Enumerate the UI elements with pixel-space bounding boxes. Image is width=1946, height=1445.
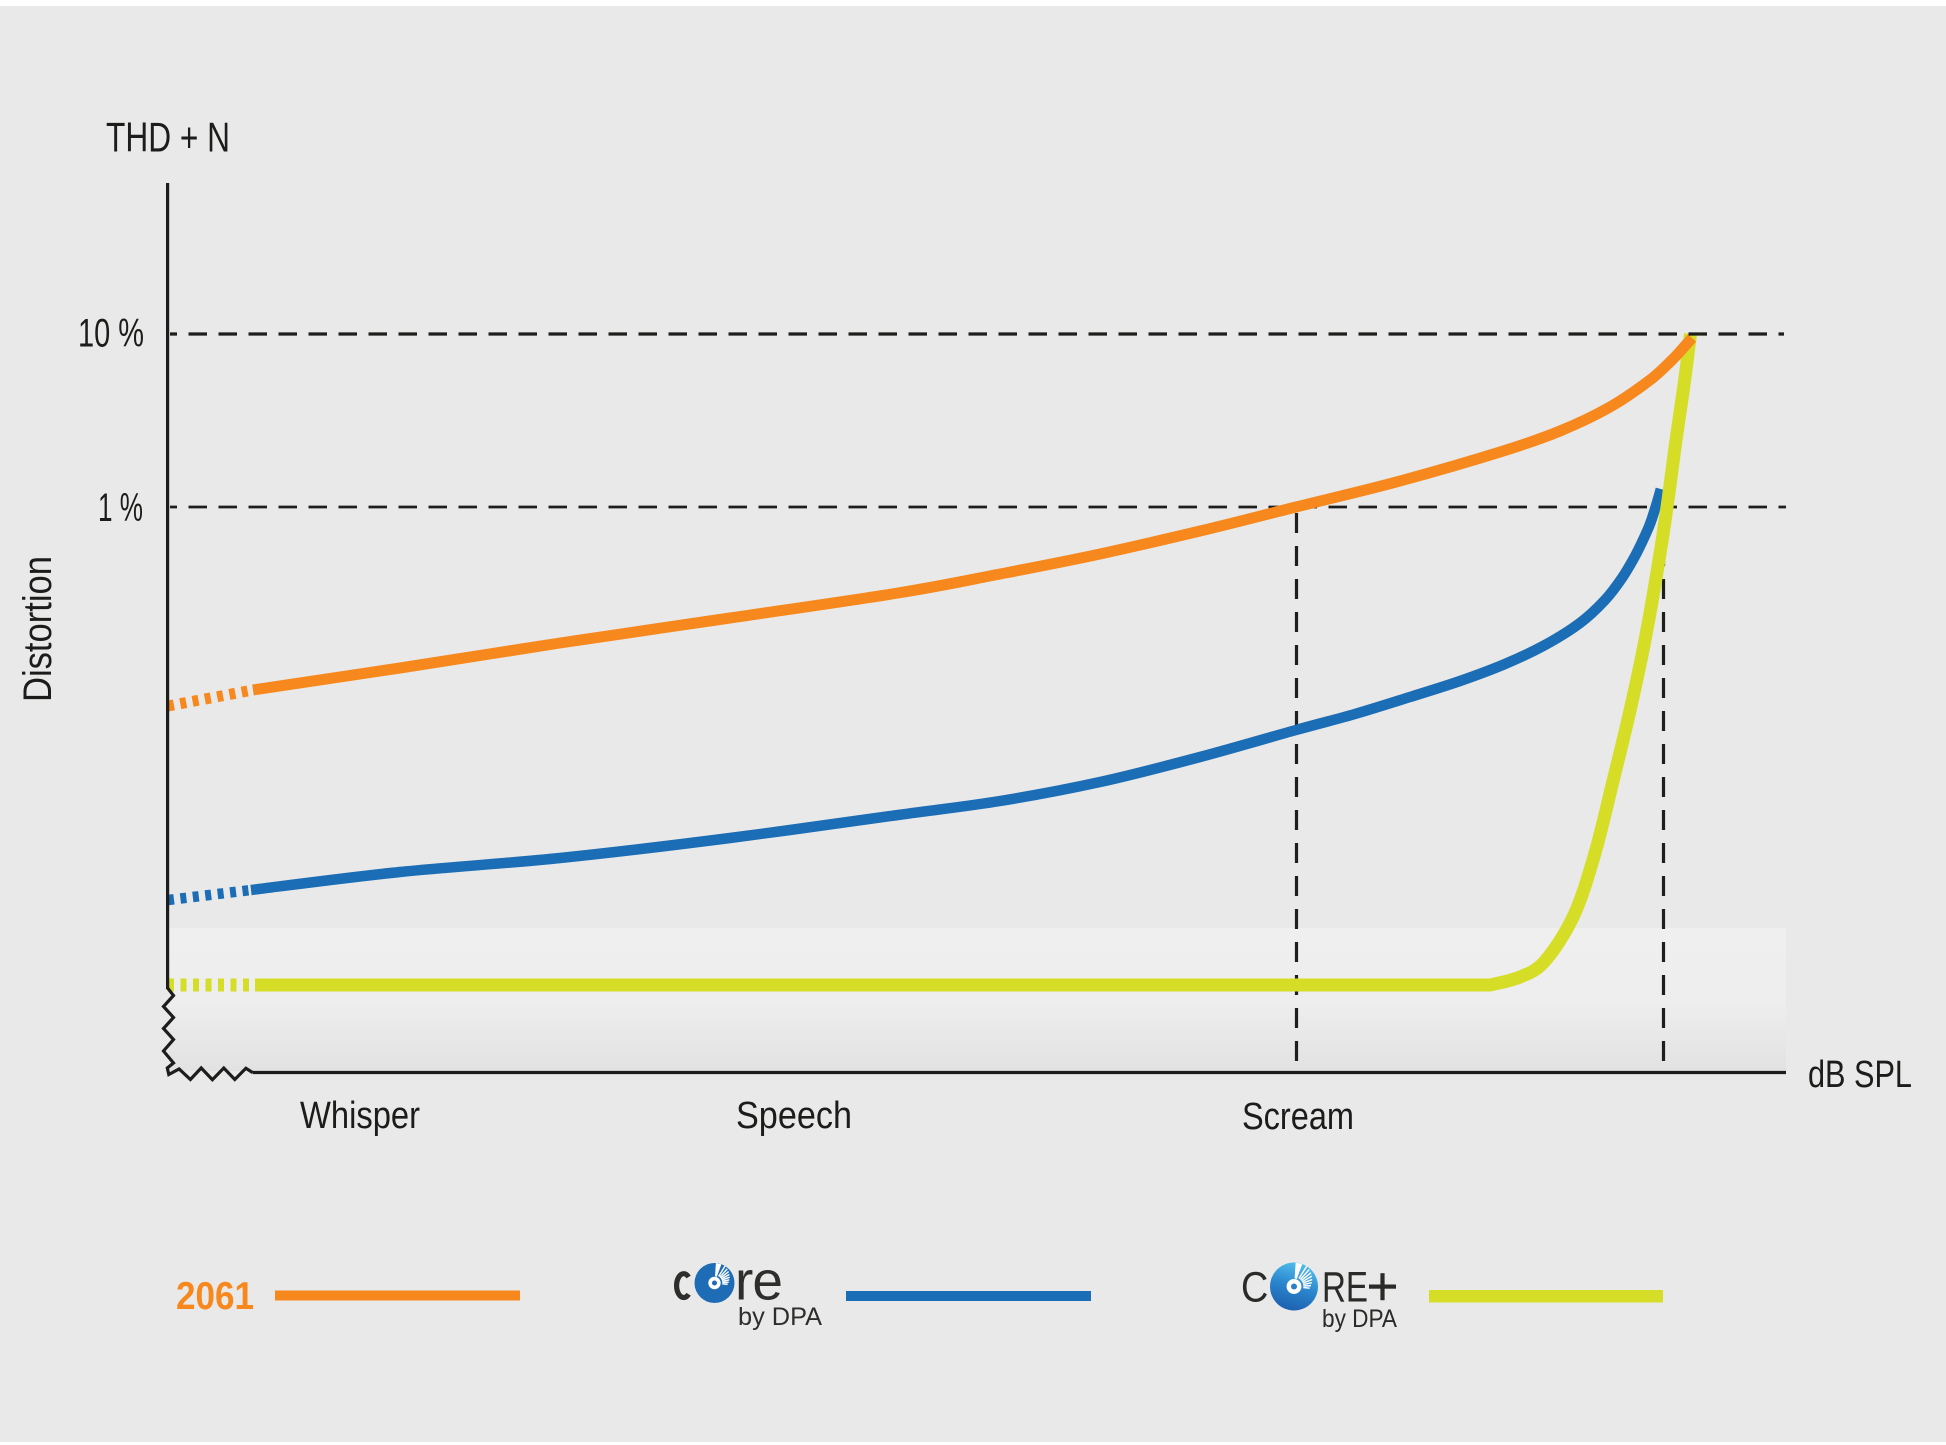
svg-text:RE: RE <box>1322 1264 1368 1312</box>
svg-text:Distortion: Distortion <box>16 556 60 702</box>
svg-text:C: C <box>1241 1262 1268 1311</box>
svg-text:Scream: Scream <box>1242 1096 1354 1138</box>
svg-text:THD + N: THD + N <box>106 114 230 161</box>
svg-text:Whisper: Whisper <box>300 1095 420 1137</box>
svg-text:dB SPL: dB SPL <box>1808 1054 1912 1096</box>
svg-text:1 %: 1 % <box>98 486 143 530</box>
svg-text:by DPA: by DPA <box>738 1303 822 1331</box>
svg-text:10 %: 10 % <box>78 312 144 356</box>
svg-text:2061: 2061 <box>176 1275 254 1318</box>
svg-text:by DPA: by DPA <box>1322 1305 1397 1333</box>
svg-text:re: re <box>735 1250 782 1312</box>
svg-text:Speech: Speech <box>736 1095 852 1137</box>
